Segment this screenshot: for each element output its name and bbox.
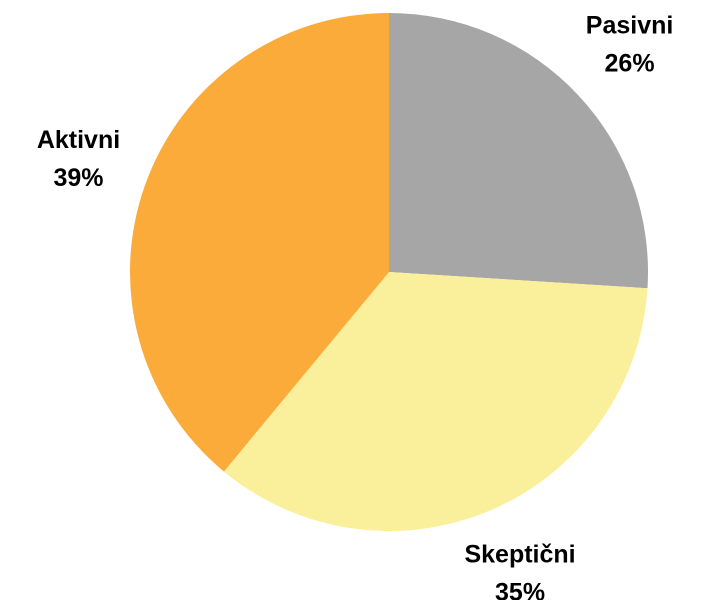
slice-label: Skeptični [464,540,575,568]
slice-label: Pasivni [586,12,674,40]
slice-value-label: 35% [495,578,545,600]
pie-slice [130,13,389,472]
slice-value-label: 39% [53,164,103,192]
pie-slice [389,13,649,289]
slice-label: Aktivni [37,126,120,154]
pie-slice [223,272,648,531]
slice-value-label: 26% [605,50,655,78]
